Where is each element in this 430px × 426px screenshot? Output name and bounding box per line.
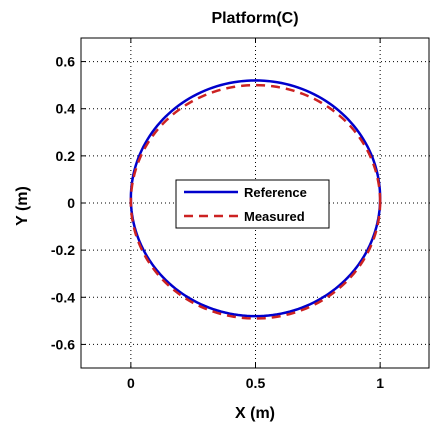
legend-label-reference: Reference bbox=[244, 185, 307, 200]
legend-label-measured: Measured bbox=[244, 209, 305, 224]
series-layer bbox=[129, 79, 382, 320]
x-tick-label: 0 bbox=[127, 375, 135, 391]
y-axis-title: Y (m) bbox=[14, 186, 31, 226]
y-tick-label: -0.4 bbox=[51, 289, 75, 305]
x-tick-label: 0.5 bbox=[246, 375, 266, 391]
x-axis-title: X (m) bbox=[235, 405, 275, 422]
y-tick-label: 0.6 bbox=[56, 54, 76, 70]
tick-labels: 0 0.5 1 -0.6 -0.4 -0.2 0 0.2 0.4 0.6 bbox=[51, 54, 384, 391]
legend-box bbox=[175, 179, 330, 229]
y-tick-label: -0.2 bbox=[51, 242, 75, 258]
y-tick-label: 0.4 bbox=[56, 101, 76, 117]
y-tick-label: 0.2 bbox=[56, 148, 76, 164]
legend: Reference Measured bbox=[175, 179, 330, 229]
y-tick-label: -0.6 bbox=[51, 336, 75, 352]
series-measured-line bbox=[129, 83, 382, 320]
tick-marks bbox=[81, 38, 381, 368]
chart-title: Platform(C) bbox=[211, 10, 298, 27]
y-tick-label: 0 bbox=[67, 195, 75, 211]
x-tick-label: 1 bbox=[376, 375, 384, 391]
